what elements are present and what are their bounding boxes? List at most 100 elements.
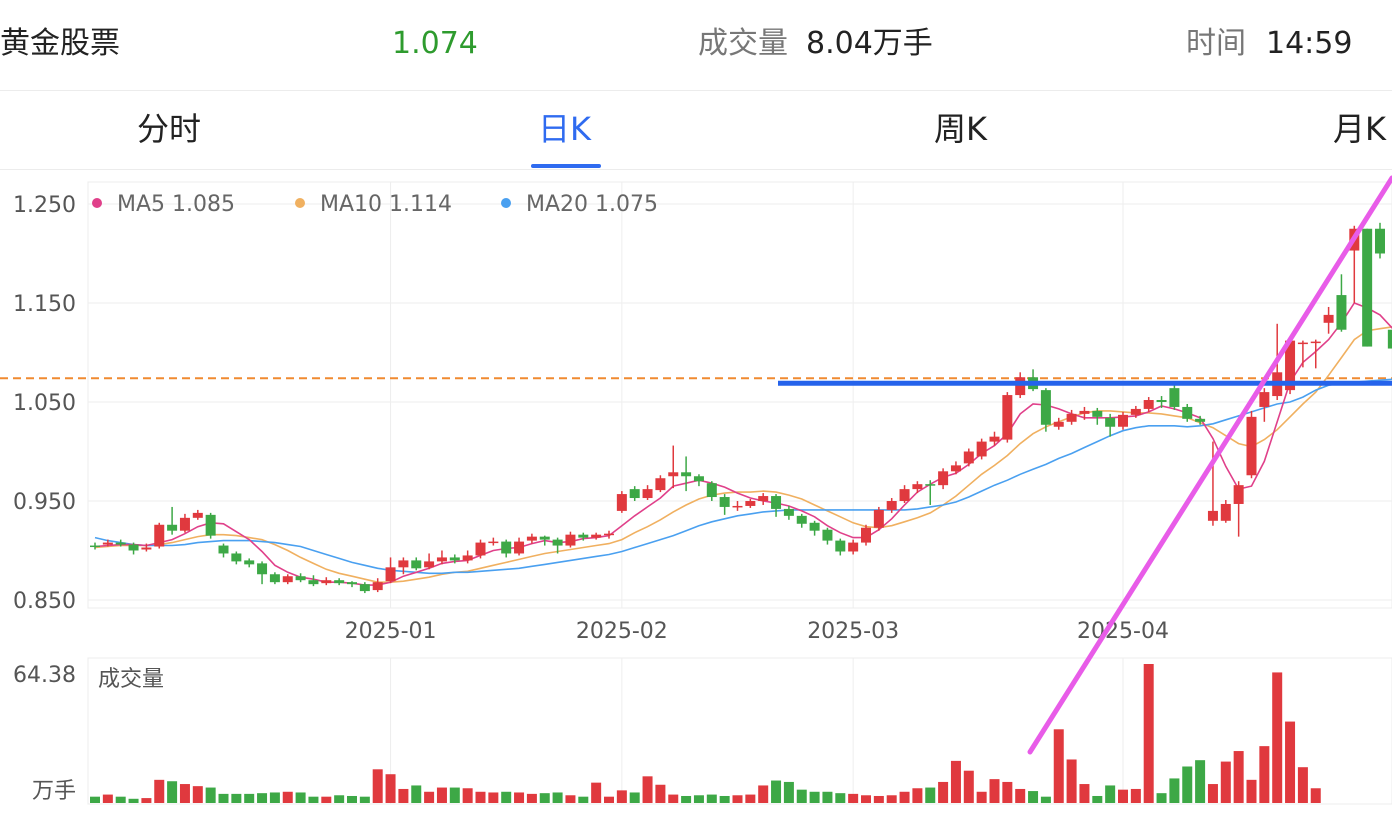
candle-body	[295, 576, 306, 581]
ma20-line	[94, 378, 1392, 575]
candle-body	[1336, 295, 1347, 330]
volume-bar	[616, 790, 627, 803]
candle-body	[1375, 228, 1385, 254]
volume-bar	[693, 795, 704, 803]
volume-bar	[706, 794, 717, 803]
tab-intraday[interactable]: 分时	[137, 110, 202, 148]
volume-bar	[771, 780, 782, 803]
volume-bar	[809, 791, 820, 803]
volume-bar	[1259, 746, 1270, 803]
candle-body	[1015, 377, 1026, 396]
volume-bar	[719, 795, 730, 803]
x-tick-label: 2025-04	[1077, 619, 1169, 644]
candle-body	[90, 545, 100, 548]
volume-bar	[141, 798, 152, 803]
volume-bar	[308, 796, 319, 803]
candle-body	[565, 534, 576, 546]
candle-body	[501, 541, 512, 554]
candle-body	[989, 436, 1000, 442]
volume-bar	[604, 796, 614, 803]
volume-bar	[1156, 793, 1167, 803]
volume-bar	[1053, 729, 1064, 803]
volume-bar	[359, 796, 370, 803]
volume-bar	[873, 795, 884, 803]
candle-body	[1066, 413, 1077, 422]
candle-body	[925, 484, 936, 486]
candle-body	[552, 539, 563, 546]
tab-monthly-k[interactable]: 月K	[1333, 110, 1386, 148]
volume-bar	[642, 776, 653, 803]
time-label: 时间	[1186, 26, 1246, 61]
candle-body	[424, 561, 435, 568]
volume-bar	[475, 791, 486, 803]
candle-body	[179, 517, 190, 531]
volume-bar	[334, 795, 345, 803]
tab-daily-k[interactable]: 日K	[538, 110, 591, 148]
tab-weekly-k[interactable]: 周K	[934, 110, 987, 148]
volume-bar	[578, 796, 589, 803]
candle-body	[796, 515, 807, 524]
candle-body	[475, 542, 486, 556]
candle-body	[539, 536, 550, 540]
candle-body	[192, 512, 203, 518]
volume-bar	[899, 791, 910, 803]
volume-max-label: 64.38	[13, 663, 76, 688]
price-panel-frame	[87, 181, 1392, 609]
candle-body	[706, 483, 717, 498]
candle-body	[1362, 228, 1373, 347]
candle-body	[1118, 414, 1128, 427]
volume-bar	[1207, 784, 1218, 803]
volume-bar	[244, 793, 255, 803]
volume-bar	[552, 792, 563, 803]
volume-bar	[758, 785, 769, 803]
legend-dot	[501, 198, 511, 208]
candle-body	[629, 489, 640, 499]
candle-body	[1156, 400, 1167, 402]
y-tick-label: 1.050	[13, 391, 76, 416]
volume-bar	[1079, 784, 1090, 803]
volume-label: 成交量	[698, 26, 788, 61]
candle-body	[758, 496, 769, 501]
volume-bar	[835, 793, 846, 803]
candle-body	[771, 496, 782, 509]
y-tick-label: 1.250	[13, 193, 76, 218]
candle-body	[1259, 392, 1270, 407]
volume-bar	[963, 770, 974, 803]
volume-bar	[90, 796, 100, 803]
candle-body	[488, 541, 499, 544]
volume-bar	[976, 791, 987, 803]
volume-bar	[347, 795, 357, 803]
candle-body	[321, 580, 332, 584]
candle-body	[950, 465, 961, 472]
candle-body	[1220, 503, 1231, 521]
volume-value: 8.04万手	[806, 26, 933, 61]
candle-body	[115, 542, 126, 545]
stock-name: 黄金股票	[0, 26, 120, 61]
candle-body	[359, 584, 370, 592]
candle-body	[976, 441, 987, 457]
candle-body	[719, 497, 730, 507]
volume-bar	[269, 792, 280, 803]
volume-bar	[1105, 785, 1116, 803]
legend-dot	[92, 198, 102, 208]
ma-legend: MA5 1.085 MA10 1.114 MA20 1.075	[92, 192, 658, 217]
volume-bar	[925, 787, 936, 803]
candle-body	[269, 574, 280, 583]
volume-bar	[861, 795, 871, 803]
candle-body	[514, 541, 525, 554]
candle-body	[141, 547, 152, 550]
volume-bar	[488, 792, 499, 803]
candle-body	[334, 580, 345, 584]
candle-body	[693, 476, 704, 482]
volume-bar	[1015, 788, 1026, 803]
volume-bar	[1182, 766, 1193, 803]
candle-body	[681, 472, 692, 477]
kline-chart[interactable]: 1.250 1.150 1.050 0.950 0.850 2025-01 2025-02…	[0, 170, 1392, 818]
volume-bar	[1272, 672, 1283, 803]
volume-bar	[848, 793, 859, 803]
candle-body	[1323, 314, 1334, 323]
volume-bar	[295, 792, 306, 803]
volume-bar	[257, 793, 268, 803]
candle-body	[873, 509, 884, 528]
volume-title: 成交量	[98, 667, 164, 692]
